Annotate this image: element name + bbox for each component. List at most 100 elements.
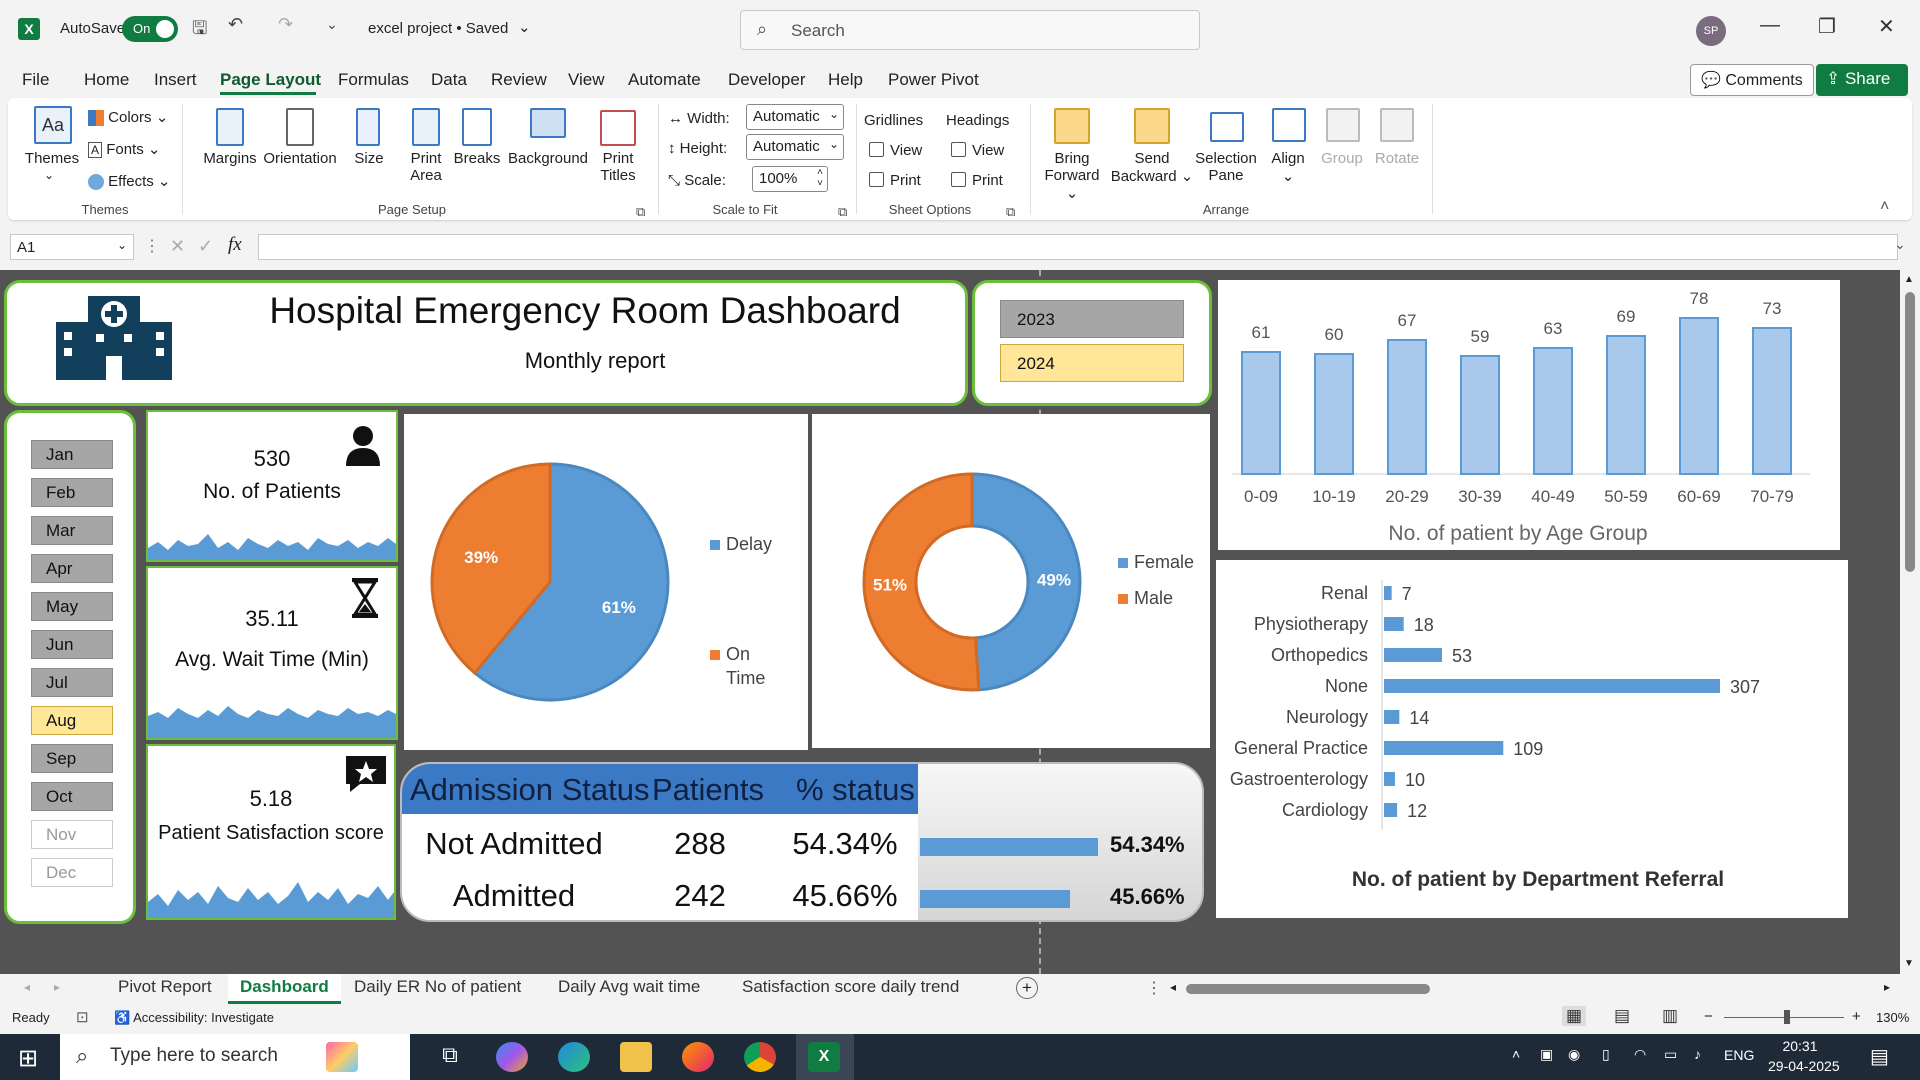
- macro-record-icon[interactable]: ⊡: [76, 1009, 89, 1026]
- add-sheet-icon[interactable]: +: [1016, 977, 1038, 999]
- selection-pane-icon[interactable]: [1210, 112, 1244, 142]
- breaks-icon[interactable]: [462, 108, 492, 146]
- autosave-toggle[interactable]: On: [122, 16, 178, 42]
- share-button[interactable]: ⇪ Share ⌄: [1816, 64, 1908, 108]
- background-icon[interactable]: [530, 108, 566, 138]
- copilot-icon[interactable]: [496, 1042, 528, 1072]
- menu-insert[interactable]: Insert: [154, 70, 197, 89]
- menu-view[interactable]: View: [568, 70, 605, 89]
- month-item-aug[interactable]: Aug: [31, 706, 113, 735]
- month-item-nov[interactable]: Nov: [31, 820, 113, 849]
- month-item-may[interactable]: May: [31, 592, 113, 621]
- clock-time[interactable]: 20:31: [1782, 1038, 1818, 1054]
- menu-data[interactable]: Data: [431, 70, 467, 89]
- file-name[interactable]: excel project • Saved: [368, 20, 509, 37]
- headings-print-checkbox[interactable]: [951, 172, 966, 187]
- search-highlight-icon[interactable]: [326, 1042, 358, 1072]
- print-area-icon[interactable]: [412, 108, 440, 146]
- tray-chevron-icon[interactable]: ˄: [1512, 1046, 1521, 1062]
- chevron-down-icon[interactable]: ⌄: [44, 168, 55, 182]
- width-select[interactable]: Automatic ⌄: [746, 104, 844, 130]
- redo-icon[interactable]: ↷: [278, 14, 294, 34]
- menu-home[interactable]: Home: [84, 70, 130, 89]
- selection-pane-button[interactable]: Selection Pane: [1195, 150, 1257, 184]
- month-item-feb[interactable]: Feb: [31, 478, 113, 507]
- month-item-dec[interactable]: Dec: [31, 858, 113, 887]
- customize-qat-icon[interactable]: ⌄: [326, 16, 338, 32]
- battery-icon[interactable]: ▭: [1664, 1046, 1678, 1062]
- scale-spinner[interactable]: 100% ˄ ˅: [752, 166, 828, 192]
- fonts-button[interactable]: A Fonts ⌄: [88, 140, 160, 158]
- collapse-ribbon-icon[interactable]: ˄: [1880, 198, 1890, 215]
- zoom-level[interactable]: 130%: [1876, 1010, 1910, 1025]
- cancel-icon[interactable]: ✕: [170, 236, 186, 256]
- effects-button[interactable]: Effects ⌄: [88, 172, 171, 191]
- search-box[interactable]: ⌕ Search: [740, 10, 1200, 50]
- close-icon[interactable]: ✕: [1878, 16, 1895, 38]
- name-box[interactable]: A1 ⌄: [10, 234, 134, 260]
- volume-icon[interactable]: ♪: [1694, 1046, 1701, 1062]
- headings-view-checkbox[interactable]: [951, 142, 966, 157]
- tab-scroll-right-icon[interactable]: ▸: [54, 980, 61, 994]
- group-icon[interactable]: [1326, 108, 1360, 142]
- tray-warning-icon[interactable]: ◉: [1568, 1046, 1581, 1062]
- tab-scroll-left-icon[interactable]: ◂: [24, 980, 31, 994]
- height-select[interactable]: Automatic ⌄: [746, 134, 844, 160]
- normal-view-icon[interactable]: ▦: [1562, 1006, 1587, 1026]
- tray-device-icon[interactable]: ▯: [1602, 1046, 1610, 1062]
- save-icon[interactable]: 🖫: [192, 18, 208, 38]
- language-indicator[interactable]: ENG: [1724, 1047, 1755, 1063]
- zoom-slider-thumb[interactable]: [1784, 1010, 1790, 1024]
- menu-formulas[interactable]: Formulas: [338, 70, 409, 89]
- margins-button[interactable]: Margins: [203, 150, 257, 167]
- wifi-icon[interactable]: ◠: [1634, 1046, 1647, 1062]
- align-icon[interactable]: [1272, 108, 1306, 142]
- avatar[interactable]: SP: [1696, 16, 1726, 46]
- menu-review[interactable]: Review: [491, 70, 547, 89]
- more-icon[interactable]: ⋮: [1146, 980, 1162, 997]
- comments-button[interactable]: 💬 Comments: [1690, 64, 1814, 96]
- menu-file[interactable]: File: [22, 70, 50, 89]
- task-view-icon[interactable]: ⧉: [442, 1042, 458, 1067]
- bring-forward-icon[interactable]: [1054, 108, 1090, 144]
- horizontal-scroll-thumb[interactable]: [1186, 984, 1430, 994]
- themes-icon[interactable]: Aa: [34, 106, 72, 144]
- send-backward-icon[interactable]: [1134, 108, 1170, 144]
- gridlines-print-checkbox[interactable]: [869, 172, 884, 187]
- colors-button[interactable]: Colors ⌄: [88, 108, 168, 127]
- vertical-scroll-thumb[interactable]: [1905, 292, 1915, 572]
- insert-function-icon[interactable]: fx: [228, 234, 242, 255]
- tray-app-icon[interactable]: ▣: [1540, 1046, 1554, 1062]
- year-item-2023[interactable]: 2023: [1000, 300, 1184, 338]
- themes-button[interactable]: Themes: [24, 150, 80, 167]
- tab-daily-er-no-of-patient[interactable]: Daily ER No of patient: [354, 977, 522, 996]
- menu-power-pivot[interactable]: Power Pivot: [888, 70, 979, 89]
- restore-icon[interactable]: ❐: [1818, 16, 1836, 38]
- page-break-view-icon[interactable]: ▥: [1662, 1006, 1679, 1025]
- menu-help[interactable]: Help: [828, 70, 863, 89]
- align-button[interactable]: Align ⌄: [1271, 150, 1305, 185]
- tab-dashboard[interactable]: Dashboard: [228, 974, 341, 1004]
- windows-start-icon[interactable]: ⊞: [18, 1045, 39, 1072]
- print-area-button[interactable]: Print Area: [410, 150, 442, 184]
- gridlines-view-checkbox[interactable]: [869, 142, 884, 157]
- zoom-in-icon[interactable]: +: [1852, 1008, 1861, 1025]
- excel-taskbar-icon[interactable]: X: [808, 1042, 840, 1072]
- accessibility-status[interactable]: ♿ Accessibility: Investigate: [114, 1010, 274, 1025]
- minimize-icon[interactable]: —: [1760, 14, 1780, 36]
- menu-page-layout[interactable]: Page Layout: [220, 70, 322, 89]
- print-titles-button[interactable]: Print Titles: [600, 150, 636, 184]
- year-item-2024[interactable]: 2024: [1000, 344, 1184, 382]
- undo-icon[interactable]: ↶: [228, 14, 244, 34]
- dialog-launcher-icon[interactable]: ⧉: [636, 204, 646, 219]
- horizontal-scrollbar[interactable]: ◂ ▸: [1170, 980, 1890, 994]
- tab-daily-avg-wait-time[interactable]: Daily Avg wait time: [558, 977, 701, 996]
- size-button[interactable]: Size: [354, 150, 384, 167]
- orientation-button[interactable]: Orientation: [263, 150, 337, 167]
- chrome-icon[interactable]: [744, 1042, 776, 1072]
- notifications-icon[interactable]: ▤: [1870, 1046, 1889, 1068]
- zoom-out-icon[interactable]: −: [1704, 1008, 1713, 1025]
- page-layout-view-icon[interactable]: ▤: [1614, 1006, 1631, 1025]
- month-item-mar[interactable]: Mar: [31, 516, 113, 545]
- month-item-jan[interactable]: Jan: [31, 440, 113, 469]
